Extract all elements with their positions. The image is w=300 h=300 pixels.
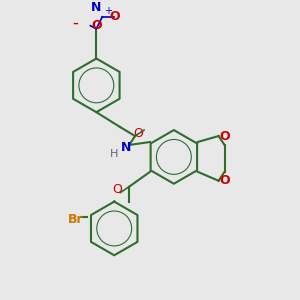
Text: +: + bbox=[104, 6, 112, 16]
Text: O: O bbox=[112, 183, 122, 196]
Text: N: N bbox=[91, 1, 101, 14]
Text: O: O bbox=[219, 130, 230, 142]
Text: O: O bbox=[219, 174, 230, 187]
Text: Br: Br bbox=[68, 213, 83, 226]
Text: -: - bbox=[73, 14, 78, 32]
Text: H: H bbox=[110, 149, 118, 159]
Text: N: N bbox=[121, 142, 131, 154]
Text: O: O bbox=[91, 19, 102, 32]
Text: O: O bbox=[133, 127, 143, 140]
Text: O: O bbox=[109, 10, 119, 23]
